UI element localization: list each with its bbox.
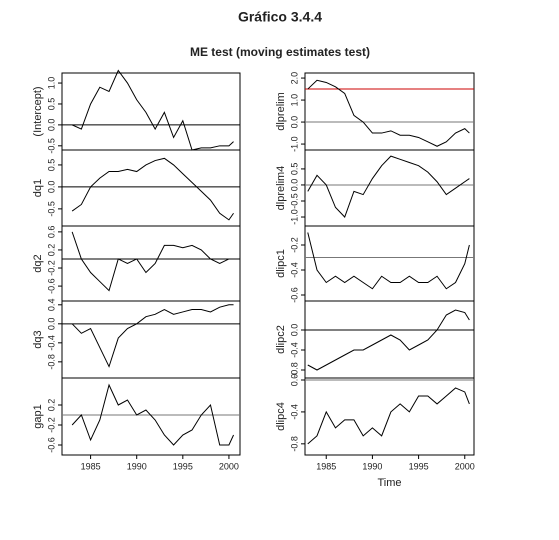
panel-frame bbox=[304, 225, 475, 302]
panel-frame bbox=[304, 300, 475, 379]
data-line bbox=[71, 304, 234, 368]
y-tick-label: 0.2 bbox=[46, 244, 56, 257]
y-axis-label: gap1 bbox=[32, 404, 44, 428]
data-line bbox=[307, 232, 470, 290]
data-line bbox=[71, 69, 234, 151]
y-tick-label: -0.4 bbox=[289, 342, 299, 358]
x-tick-label: 2000 bbox=[219, 461, 239, 471]
data-line bbox=[307, 387, 470, 445]
y-tick-label: -1.0 bbox=[289, 209, 299, 225]
y-axis-label: dq3 bbox=[32, 330, 44, 348]
panel-frame bbox=[61, 377, 241, 456]
x-tick-label: 1985 bbox=[81, 461, 101, 471]
y-tick-label: -0.6 bbox=[46, 437, 56, 453]
y-tick-label: 0.0 bbox=[289, 374, 299, 387]
x-tick-label: 1985 bbox=[316, 461, 336, 471]
y-tick-label: 0.0 bbox=[289, 179, 299, 192]
data-line bbox=[307, 155, 470, 218]
y-axis-label: dq1 bbox=[32, 179, 44, 197]
x-axis-label: Time bbox=[377, 477, 401, 489]
x-tick-label: 1990 bbox=[362, 461, 382, 471]
y-tick-label: 0.0 bbox=[46, 181, 56, 194]
y-tick-label: -0.2 bbox=[46, 260, 56, 276]
y-tick-label: -0.8 bbox=[46, 354, 56, 370]
x-tick-label: 1995 bbox=[409, 461, 429, 471]
chart-subtitle: ME test (moving estimates test) bbox=[190, 45, 370, 59]
panel-frame bbox=[61, 149, 241, 227]
y-tick-label: -0.8 bbox=[289, 362, 299, 378]
panel-frame bbox=[304, 377, 475, 456]
y-tick-label: -0.4 bbox=[289, 404, 299, 420]
data-line bbox=[71, 383, 234, 446]
y-tick-label: -0.6 bbox=[289, 287, 299, 303]
y-tick-label: 0.0 bbox=[46, 119, 56, 132]
panel-frame bbox=[61, 225, 241, 302]
panel-frame bbox=[61, 300, 241, 379]
y-tick-label: -1.0 bbox=[289, 136, 299, 152]
y-tick-label: -0.5 bbox=[289, 193, 299, 209]
y-tick-label: 1.0 bbox=[289, 94, 299, 107]
chart-title: Gráfico 3.4.4 bbox=[238, 9, 322, 25]
y-tick-label: -0.4 bbox=[46, 335, 56, 351]
y-tick-label: -0.5 bbox=[46, 138, 56, 154]
y-tick-label: 0.0 bbox=[289, 324, 299, 337]
y-tick-label: -0.8 bbox=[289, 436, 299, 452]
y-tick-label: 0.5 bbox=[46, 98, 56, 111]
data-line bbox=[71, 231, 234, 292]
x-tick-label: 2000 bbox=[455, 461, 475, 471]
y-tick-label: 2.0 bbox=[289, 72, 299, 85]
y-axis-label: dlipc2 bbox=[275, 325, 287, 354]
y-tick-label: 0.6 bbox=[46, 226, 56, 239]
y-axis-label: (Intercept) bbox=[32, 86, 44, 136]
y-axis-label: dq2 bbox=[32, 254, 44, 272]
y-tick-label: -0.2 bbox=[289, 237, 299, 253]
panel-frame bbox=[304, 149, 475, 227]
data-line bbox=[71, 157, 234, 221]
y-axis-label: dlipc1 bbox=[275, 249, 287, 278]
y-tick-label: 0.2 bbox=[46, 399, 56, 412]
y-tick-label: 0.0 bbox=[289, 116, 299, 129]
x-tick-label: 1990 bbox=[127, 461, 147, 471]
y-tick-label: -0.2 bbox=[46, 417, 56, 433]
y-tick-label: 1.0 bbox=[46, 77, 56, 90]
y-tick-label: -0.4 bbox=[289, 262, 299, 278]
y-tick-label: 0.4 bbox=[46, 299, 56, 312]
y-tick-label: -0.6 bbox=[46, 278, 56, 294]
data-line bbox=[307, 79, 470, 147]
y-tick-label: -0.5 bbox=[46, 201, 56, 217]
data-line bbox=[307, 309, 470, 371]
y-tick-label: 0.5 bbox=[289, 163, 299, 176]
y-axis-label: dlprelim4 bbox=[275, 166, 287, 211]
y-axis-label: dlprelim bbox=[275, 92, 287, 131]
y-axis-label: dlipc4 bbox=[275, 402, 287, 431]
panel-frame bbox=[61, 72, 241, 151]
x-tick-label: 1995 bbox=[173, 461, 193, 471]
y-tick-label: 0.5 bbox=[46, 159, 56, 172]
y-tick-label: 0.0 bbox=[46, 318, 56, 331]
